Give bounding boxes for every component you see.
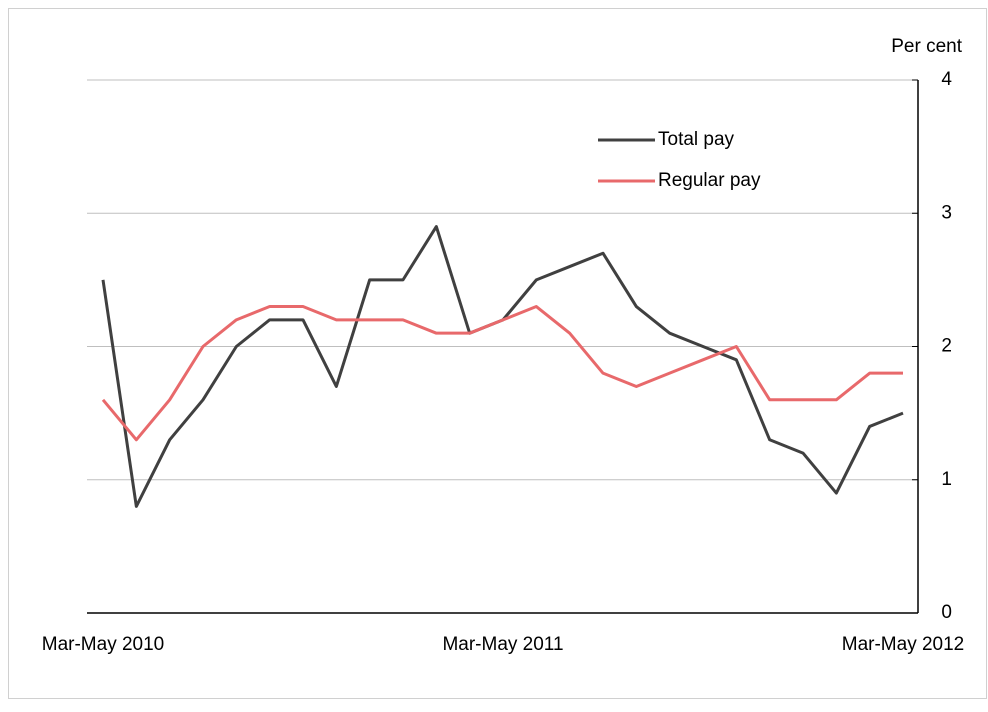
- legend-label: Total pay: [658, 129, 735, 150]
- series-line: [101, 305, 903, 442]
- x-tick-label: Mar-May 2011: [442, 634, 563, 655]
- x-tick-label: Mar-May 2010: [42, 634, 165, 655]
- legend-label: Regular pay: [658, 170, 761, 191]
- y-tick-label: 0: [941, 602, 952, 623]
- y-tick-label: 4: [941, 69, 952, 90]
- y-tick-label: 2: [941, 336, 952, 357]
- frame: [8, 8, 987, 699]
- y-axis-label: Per cent: [891, 36, 962, 57]
- series-line: [101, 225, 904, 508]
- x-tick-label: Mar-May 2012: [842, 634, 965, 655]
- y-tick-label: 1: [941, 469, 952, 490]
- y-tick-label: 3: [941, 202, 952, 223]
